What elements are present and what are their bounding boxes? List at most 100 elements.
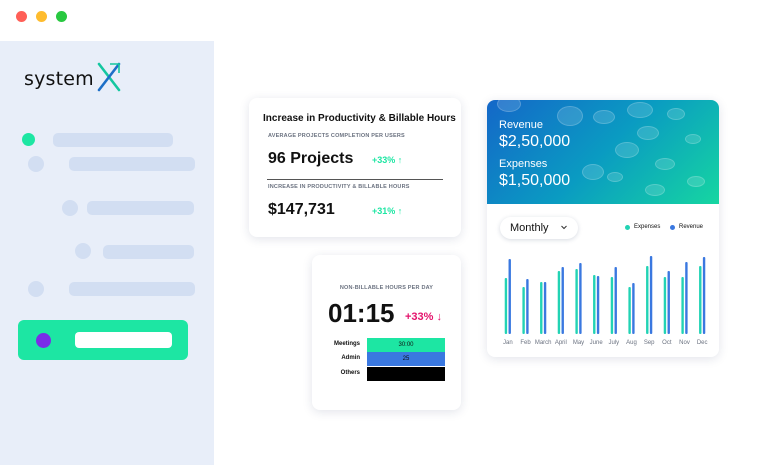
- x-tick-label: Dec: [697, 340, 708, 346]
- nav-item-4[interactable]: [103, 245, 194, 259]
- bar-revenue-nov: [685, 262, 688, 334]
- bar-expenses-march: [540, 282, 543, 334]
- nav-item-2[interactable]: [69, 157, 195, 171]
- coin-decoration: [667, 108, 685, 120]
- bar-expenses-feb: [522, 287, 525, 334]
- metric-divider: [267, 179, 443, 180]
- revenue-header: Revenue $2,50,000 Expenses $1,50,000: [487, 100, 719, 204]
- bar-revenue-april: [561, 267, 564, 334]
- expenses-label: Expenses: [499, 158, 548, 170]
- coin-decoration: [655, 158, 675, 170]
- bar-revenue-oct: [667, 271, 670, 334]
- logo-text: system: [24, 68, 94, 90]
- non-billable-time: 01:15: [328, 298, 395, 328]
- nav-item-5-icon: [28, 281, 44, 297]
- legend-item-revenue: Revenue: [670, 224, 703, 230]
- legend-label-expenses: Expenses: [634, 224, 661, 230]
- legend-label-revenue: Revenue: [679, 224, 704, 230]
- bar-revenue-aug: [632, 283, 635, 334]
- row-label-meetings: Meetings: [333, 341, 360, 347]
- close-window-button[interactable]: [16, 11, 27, 22]
- x-tick-label: Oct: [662, 340, 672, 346]
- active-nav-label-placeholder: [75, 332, 172, 348]
- revenue-value: $2,50,000: [499, 133, 571, 150]
- nav-item-3[interactable]: [87, 201, 194, 215]
- zoom-window-button[interactable]: [56, 11, 67, 22]
- non-billable-change: +33% ↓: [405, 311, 442, 323]
- revenue-card: Revenue $2,50,000 Expenses $1,50,000 Mon…: [487, 100, 719, 357]
- coin-decoration: [627, 102, 653, 118]
- legend-swatch-expenses: [625, 224, 630, 230]
- x-tick-label: June: [590, 340, 604, 346]
- bar-expenses-june: [593, 275, 596, 334]
- revenue-label: Revenue: [499, 119, 544, 131]
- coin-decoration: [497, 100, 521, 112]
- bar-expenses-aug: [628, 287, 631, 334]
- productivity-title: Increase in Productivity & Billable Hour…: [263, 113, 456, 124]
- coin-decoration: [582, 164, 604, 180]
- x-tick-label: July: [608, 340, 619, 346]
- x-tick-label: Sep: [644, 340, 655, 346]
- metric1-caption: AVERAGE PROJECTS COMPLETION PER USERS: [268, 133, 405, 139]
- nav-item-5[interactable]: [69, 282, 195, 296]
- coin-decoration: [687, 176, 705, 187]
- period-select-value: Monthly: [510, 222, 549, 234]
- bar-revenue-dec: [702, 257, 706, 334]
- coin-decoration: [557, 106, 583, 126]
- nav-item-1-icon: [22, 133, 35, 146]
- bar-revenue-june: [596, 276, 600, 334]
- legend-item-expenses: Expenses: [625, 224, 660, 230]
- app-logo[interactable]: system: [24, 61, 122, 97]
- expenses-value: $1,50,000: [499, 172, 571, 189]
- period-select[interactable]: Monthly: [500, 217, 578, 239]
- bar-expenses-sep: [646, 266, 649, 334]
- chevron-down-icon: [561, 225, 567, 230]
- active-nav-dot-icon: [36, 333, 51, 348]
- bar-revenue-march: [543, 282, 547, 334]
- metric1-value: 96 Projects: [268, 150, 354, 167]
- x-tick-label: March: [535, 340, 552, 346]
- nav-item-4-icon: [75, 243, 91, 259]
- bar-expenses-dec: [699, 266, 702, 334]
- legend-swatch-revenue: [670, 224, 675, 230]
- row-label-others: Others: [340, 370, 360, 376]
- minimize-window-button[interactable]: [36, 11, 47, 22]
- bar-revenue-feb: [526, 279, 529, 334]
- non-billable-card: NON-BILLABLE HOURS PER DAY 01:15 +33% ↓ …: [312, 255, 461, 410]
- metric1-change: +33% ↑: [372, 155, 403, 165]
- coin-decoration: [607, 172, 623, 182]
- metric2-value: $147,731: [268, 201, 335, 218]
- bar-expenses-oct: [663, 277, 667, 334]
- bar-expenses-april: [557, 271, 561, 334]
- window-titlebar: [0, 0, 764, 40]
- nav-item-2-icon: [28, 156, 44, 172]
- x-tick-label: May: [573, 340, 584, 346]
- x-tick-label: Jan: [503, 340, 513, 346]
- revenue-bar-chart: Jan Feb March April May June July Aug Sep Oct Nov D…: [503, 256, 708, 346]
- row-bar-admin: 25: [367, 352, 445, 366]
- row-bar-others: [367, 367, 445, 381]
- row-label-admin: Admin: [341, 355, 360, 361]
- bar-expenses-july: [610, 277, 614, 334]
- nav-item-1[interactable]: [53, 133, 173, 147]
- x-tick-label: Nov: [679, 340, 690, 346]
- x-tick-label: April: [555, 340, 567, 346]
- coin-decoration: [645, 184, 665, 196]
- x-mark-icon: [96, 61, 122, 98]
- coin-decoration: [637, 126, 659, 140]
- nav-item-3-icon: [62, 200, 78, 216]
- nav-item-active[interactable]: [18, 320, 188, 360]
- x-tick-label: Aug: [626, 340, 637, 346]
- coin-decoration: [685, 134, 701, 144]
- coin-decoration: [615, 142, 639, 158]
- bar-revenue-sep: [649, 256, 653, 334]
- x-tick-label: Feb: [520, 340, 531, 346]
- bar-revenue-may: [579, 263, 582, 334]
- productivity-card: Increase in Productivity & Billable Hour…: [249, 98, 461, 237]
- coin-decoration: [593, 110, 615, 124]
- metric2-caption: INCREASE IN PRODUCTIVITY & BILLABLE HOUR…: [268, 184, 410, 190]
- bar-expenses-jan: [504, 278, 508, 334]
- row-bar-meetings: 30:00: [367, 338, 445, 352]
- bar-revenue-july: [614, 267, 617, 334]
- bar-expenses-may: [575, 269, 578, 334]
